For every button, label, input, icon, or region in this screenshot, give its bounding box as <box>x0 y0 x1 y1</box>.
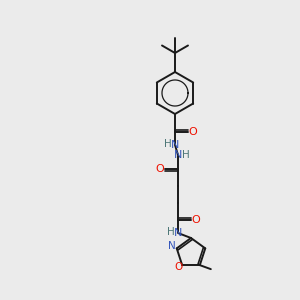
Text: H: H <box>167 227 175 237</box>
Text: H: H <box>182 150 190 160</box>
Text: N: N <box>171 140 179 150</box>
Text: N: N <box>168 242 176 251</box>
Text: O: O <box>189 127 197 137</box>
Text: O: O <box>156 164 164 174</box>
Text: N: N <box>174 228 182 238</box>
Text: O: O <box>192 215 200 225</box>
Text: N: N <box>174 150 182 160</box>
Text: O: O <box>174 262 182 272</box>
Text: H: H <box>164 139 172 149</box>
